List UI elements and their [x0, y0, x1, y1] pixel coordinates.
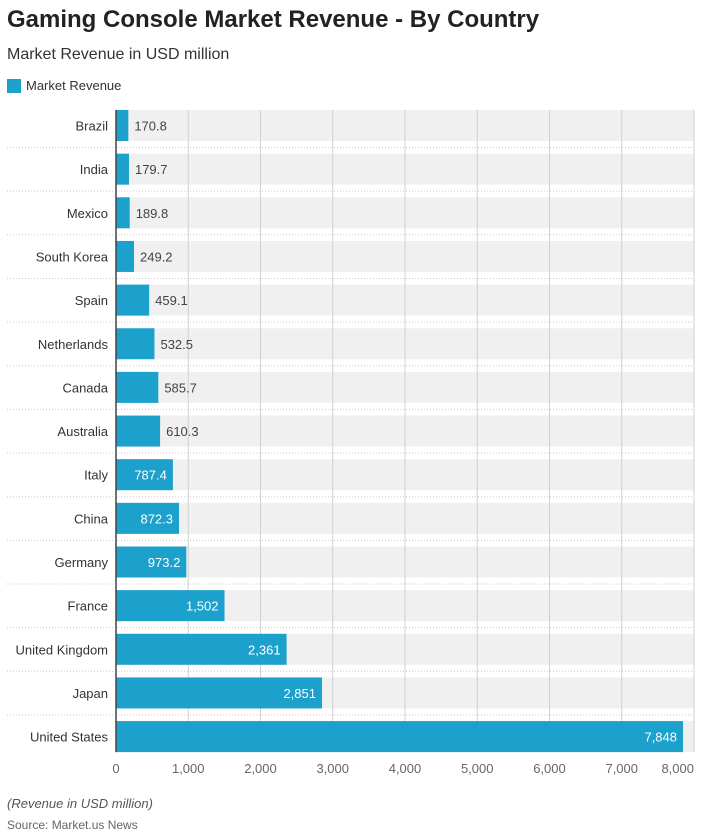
x-tick-label: 1,000 — [172, 761, 205, 776]
x-tick-label: 6,000 — [533, 761, 566, 776]
legend: Market Revenue — [7, 78, 121, 93]
category-label: Canada — [62, 380, 108, 395]
value-label: 459.1 — [155, 293, 188, 308]
category-label: Spain — [75, 293, 108, 308]
category-label: Brazil — [75, 119, 108, 134]
bar — [116, 677, 322, 709]
category-label: Japan — [73, 686, 108, 701]
category-label: Netherlands — [38, 337, 109, 352]
bar — [116, 415, 161, 447]
legend-swatch — [7, 78, 21, 93]
bar — [116, 153, 129, 185]
category-label: United States — [30, 730, 109, 745]
bar — [116, 110, 129, 141]
category-label: India — [80, 162, 109, 177]
bar — [116, 459, 173, 491]
chart-title: Gaming Console Market Revenue - By Count… — [7, 6, 540, 33]
bar — [116, 502, 180, 534]
category-label: Italy — [84, 468, 108, 483]
value-label: 585.7 — [164, 380, 197, 395]
value-label: 872.3 — [140, 511, 173, 526]
bar — [116, 197, 130, 229]
bar — [116, 721, 684, 753]
value-label: 973.2 — [148, 555, 181, 570]
value-label: 7,848 — [644, 730, 677, 745]
category-label: France — [68, 599, 108, 614]
x-tick-label: 3,000 — [316, 761, 349, 776]
x-tick-label: 2,000 — [244, 761, 277, 776]
category-label: United Kingdom — [16, 642, 109, 657]
value-label: 610.3 — [166, 424, 199, 439]
category-label: Germany — [55, 555, 109, 570]
x-tick-label: 5,000 — [461, 761, 494, 776]
x-tick-label: 7,000 — [605, 761, 638, 776]
category-label: Australia — [57, 424, 108, 439]
bar-chart: Brazil 170.8 India 179.7 Mexico 189.8 South Ko… — [7, 110, 695, 776]
category-label: South Korea — [36, 249, 109, 264]
value-label: 179.7 — [135, 162, 168, 177]
chart-note: (Revenue in USD million) — [7, 796, 153, 811]
bar — [116, 590, 225, 622]
bar — [116, 240, 135, 272]
chart-source: Source: Market.us News — [7, 818, 138, 832]
value-label: 189.8 — [136, 206, 169, 221]
category-label: China — [74, 511, 109, 526]
bar — [116, 371, 159, 403]
chart-subtitle: Market Revenue in USD million — [7, 46, 230, 63]
value-label: 2,851 — [283, 686, 316, 701]
value-label: 1,502 — [186, 599, 219, 614]
x-tick-label: 0 — [112, 761, 119, 776]
value-label: 249.2 — [140, 249, 173, 264]
value-label: 2,361 — [248, 642, 281, 657]
value-label: 787.4 — [134, 468, 167, 483]
x-tick-label: 4,000 — [389, 761, 422, 776]
value-label: 170.8 — [134, 119, 167, 134]
bar — [116, 284, 150, 316]
bar — [116, 328, 155, 360]
bar — [116, 633, 287, 665]
legend-label: Market Revenue — [26, 78, 122, 93]
category-label: Mexico — [67, 206, 108, 221]
bar — [116, 546, 187, 578]
x-tick-label: 8,000 — [661, 761, 694, 776]
value-label: 532.5 — [160, 337, 193, 352]
